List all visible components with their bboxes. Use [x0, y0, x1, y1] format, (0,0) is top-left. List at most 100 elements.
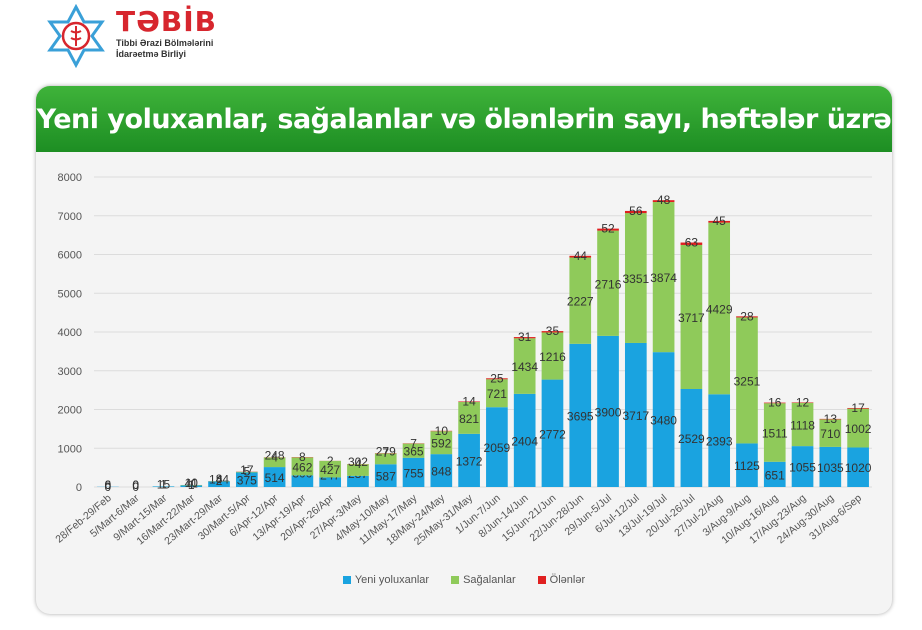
legend-item-new-cases: Yeni yoluxanlar: [342, 574, 429, 586]
data-label: 848: [431, 465, 451, 479]
stacked-bar-chart: 01000200030004000500060007000800060028/F…: [53, 172, 872, 548]
data-label: 17: [851, 401, 865, 415]
chart-title: Yeni yoluxanlar, sağalanlar və ölənlərin…: [36, 103, 892, 135]
bar-segment: [652, 200, 675, 203]
bar-segment: [569, 255, 592, 258]
legend-swatch: [342, 576, 351, 584]
legend-label: Ölənlər: [549, 574, 586, 586]
bar-segment: [791, 402, 814, 447]
bar-segment: [847, 407, 869, 409]
data-label: 7: [382, 446, 389, 460]
bar-segment: [374, 453, 397, 465]
bar-segment: [763, 402, 786, 404]
data-label: 0: [105, 480, 112, 494]
data-label: 4: [355, 457, 362, 471]
data-label: 10: [185, 476, 199, 490]
data-label: 4: [271, 450, 278, 464]
data-label: 4429: [706, 302, 733, 316]
data-label: 375: [237, 474, 257, 488]
bar-segment: [569, 343, 592, 487]
bar-segment: [235, 472, 258, 487]
data-label: 14: [462, 394, 476, 408]
data-label: 365: [404, 445, 424, 459]
bar-segment: [152, 486, 175, 487]
bar-segment: [319, 460, 342, 478]
bar-segment: [763, 403, 786, 462]
tebib-emblem-icon: [47, 3, 105, 69]
data-label: 1035: [817, 461, 844, 475]
bar-segment: [541, 379, 564, 487]
data-label: 7: [410, 436, 417, 450]
y-tick-label: 3000: [58, 366, 82, 378]
bar-segment: [513, 337, 536, 339]
data-label: 755: [404, 466, 424, 480]
bar-segment: [708, 394, 731, 487]
bar-segment: [597, 230, 619, 336]
data-label: 1216: [539, 350, 566, 364]
bar-segment: [486, 407, 508, 487]
data-label: 5: [243, 465, 250, 479]
data-label: 31: [518, 330, 532, 344]
bar-segment: [263, 457, 286, 468]
data-label: 48: [657, 193, 671, 207]
logo-subtitle-line1: Tibbi Ərazi Bölmələrini: [116, 38, 214, 48]
bar-segment: [291, 475, 314, 487]
data-label: 8: [299, 450, 306, 464]
bar-segment: [319, 477, 342, 487]
data-label: 592: [431, 437, 451, 451]
bar-segment: [541, 332, 564, 380]
data-label: 1: [188, 478, 195, 492]
data-label: 2404: [511, 434, 538, 448]
y-tick-label: 0: [76, 482, 82, 494]
data-label: 710: [820, 427, 840, 441]
legend-swatch: [537, 576, 546, 584]
bar-segment: [402, 443, 425, 458]
data-label: 2227: [567, 295, 594, 309]
data-label: 63: [685, 236, 699, 250]
data-label: 2716: [595, 277, 622, 291]
bar-segment: [486, 378, 508, 380]
bar-segment: [680, 242, 703, 245]
data-label: 3251: [734, 374, 761, 388]
legend-item-recovered: Sağalanlar: [451, 574, 516, 586]
data-label: 6: [105, 478, 112, 492]
bar-segment: [763, 461, 786, 487]
data-label: 651: [765, 468, 785, 482]
logo-subtitle-line2: İdarəetmə Birliyi: [116, 49, 187, 59]
data-label: 12: [796, 395, 810, 409]
data-label: 35: [546, 324, 560, 338]
bar-segment: [291, 457, 314, 476]
data-label: 2: [216, 474, 223, 488]
bar-segment: [791, 446, 814, 487]
y-tick-label: 2000: [58, 405, 82, 417]
bar-segment: [541, 331, 564, 333]
bar-segment: [680, 244, 703, 390]
bar-segment: [847, 408, 869, 448]
bar-segment: [347, 464, 369, 476]
bar-segment: [624, 342, 647, 487]
y-tick-label: 8000: [58, 172, 82, 184]
y-tick-label: 5000: [58, 288, 82, 300]
bar-segment: [680, 389, 703, 487]
bar-segment: [819, 446, 842, 487]
data-label: 45: [712, 214, 726, 228]
data-label: 1020: [845, 461, 872, 475]
bar-segment: [374, 464, 397, 487]
legend-item-deaths: Ölənlər: [537, 574, 586, 586]
data-label: 10: [435, 424, 449, 438]
data-label: 56: [629, 204, 643, 218]
bar-segment: [513, 338, 536, 394]
bar-segment: [597, 228, 619, 231]
data-label: 28: [740, 309, 754, 323]
data-label: 3717: [678, 311, 705, 325]
data-label: 2: [327, 454, 334, 468]
bar-segment: [708, 222, 731, 395]
data-label: 0: [132, 480, 139, 494]
bar-segment: [597, 335, 619, 487]
bar-segment: [624, 213, 647, 343]
bar-segment: [180, 485, 203, 487]
data-label: 3717: [622, 409, 649, 423]
data-label: 3351: [622, 272, 649, 286]
bar-segment: [736, 317, 758, 444]
chart-legend: Yeni yoluxanlar Sağalanlar Ölənlər: [36, 574, 892, 586]
